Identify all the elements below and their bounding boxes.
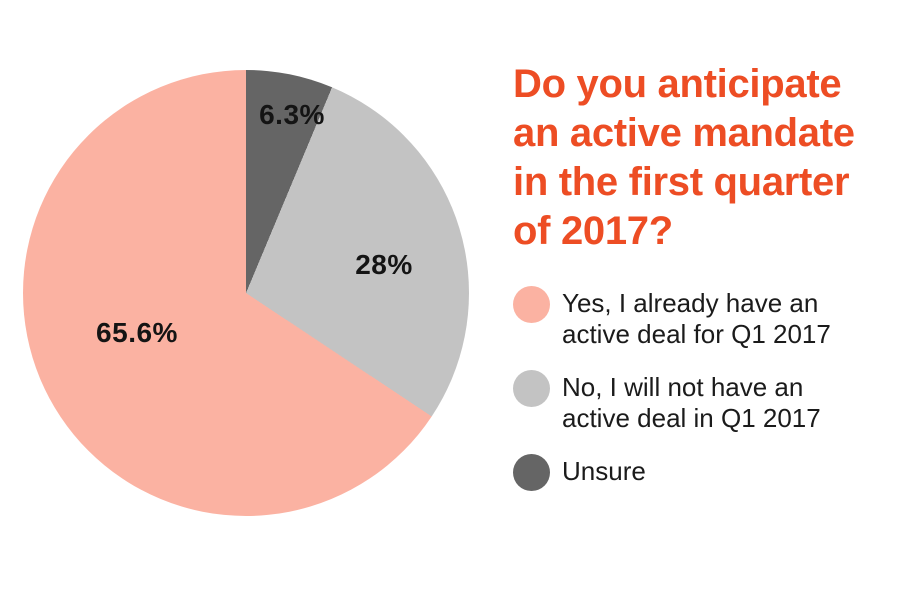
- legend-label-yes: Yes, I already have an active deal for Q…: [562, 288, 831, 349]
- legend-swatch-no: [513, 370, 550, 407]
- legend-item-no: No, I will not have an active deal in Q1…: [513, 370, 900, 434]
- legend-label-unsure: Unsure: [562, 456, 646, 486]
- pie-graphic: [23, 70, 469, 516]
- legend: Yes, I already have an active deal for Q…: [513, 286, 900, 491]
- pie-value-label-yes: 65.6%: [96, 317, 178, 348]
- legend-label-no: No, I will not have an active deal in Q1…: [562, 372, 821, 433]
- chart-title: Do you anticipate an active mandate in t…: [513, 62, 855, 253]
- legend-item-unsure: Unsure: [513, 454, 900, 491]
- legend-item-yes: Yes, I already have an active deal for Q…: [513, 286, 900, 350]
- pie-value-label-unsure: 6.3%: [259, 99, 325, 130]
- legend-swatch-unsure: [513, 454, 550, 491]
- chart-side-panel: Do you anticipate an active mandate in t…: [513, 60, 900, 491]
- pie-chart: 65.6% 28% 6.3%: [23, 70, 469, 516]
- pie-value-label-no: 28%: [355, 249, 413, 280]
- legend-swatch-yes: [513, 286, 550, 323]
